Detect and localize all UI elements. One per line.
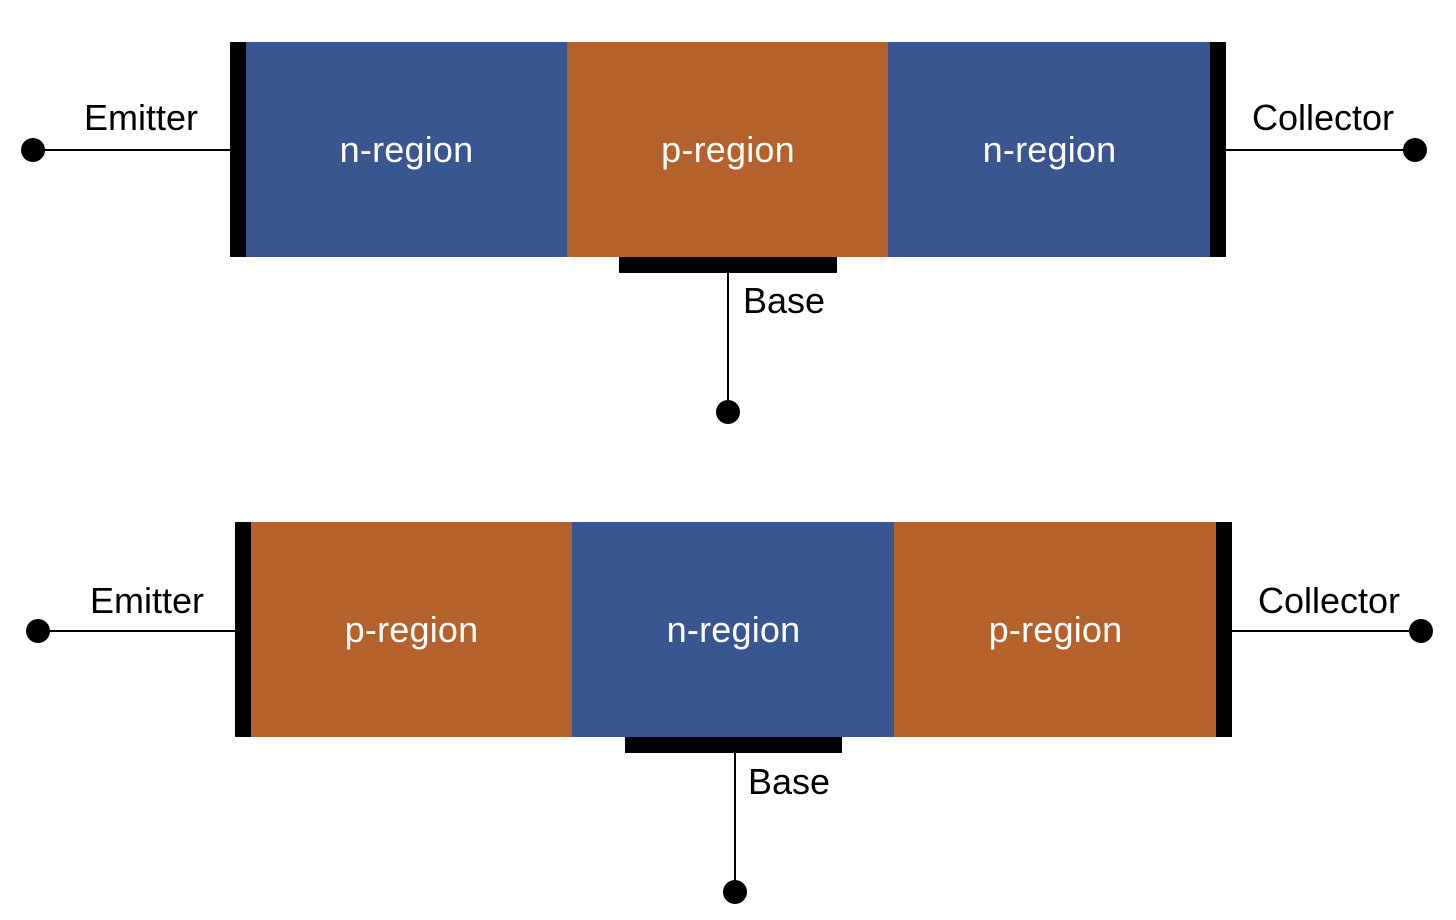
pnp-emitter-contact — [235, 522, 251, 737]
npn-transistor-diagram: n-region p-region n-region Emitter Colle… — [0, 0, 1456, 424]
npn-collector-terminal — [1403, 138, 1427, 162]
pnp-collector-label: Collector — [1258, 580, 1401, 621]
npn-collector-label: Collector — [1252, 97, 1395, 138]
npn-base-terminal — [716, 400, 740, 424]
npn-collector-region: n-region — [888, 42, 1211, 257]
pnp-emitter-label: Emitter — [90, 580, 205, 621]
pnp-emitter-terminal — [26, 619, 50, 643]
npn-emitter-region: n-region — [245, 42, 568, 257]
npn-base-lead — [727, 273, 729, 411]
npn-base-region: p-region — [567, 42, 889, 257]
npn-emitter-contact — [230, 42, 246, 257]
pnp-emitter-region: p-region — [250, 522, 573, 737]
pnp-collector-region: p-region — [894, 522, 1217, 737]
pnp-emitter-lead — [38, 630, 235, 632]
pnp-collector-terminal — [1409, 619, 1433, 643]
npn-collector-contact — [1210, 42, 1226, 257]
npn-base-label: Base — [743, 280, 826, 321]
pnp-base-region: n-region — [572, 522, 895, 737]
pnp-base-terminal — [723, 880, 747, 904]
pnp-base-lead — [734, 753, 736, 891]
npn-base-contact — [619, 257, 837, 273]
pnp-collector-contact — [1216, 522, 1232, 737]
pnp-collector-lead — [1232, 630, 1422, 632]
npn-emitter-terminal — [21, 138, 45, 162]
npn-emitter-label: Emitter — [84, 97, 199, 138]
npn-emitter-lead — [33, 149, 230, 151]
pnp-base-contact — [625, 737, 842, 753]
pnp-base-label: Base — [748, 761, 831, 802]
pnp-transistor-diagram: p-region n-region p-region Emitter Colle… — [0, 480, 1456, 904]
npn-collector-lead — [1226, 149, 1416, 151]
